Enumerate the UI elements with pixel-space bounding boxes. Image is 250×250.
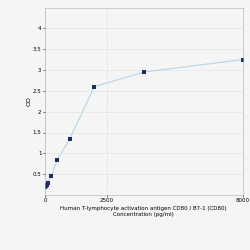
Point (49, 174, 53, 178)
Y-axis label: OD: OD (26, 96, 32, 106)
Point (92, 85, 96, 89)
Point (55, 158, 59, 162)
Point (43, 185, 47, 189)
Point (240, 58, 244, 62)
Point (44, 182, 48, 186)
X-axis label: Human T-lymphocyte activation antigen CD80 / B7-1 (CD80)
Concentration (pg/ml): Human T-lymphocyte activation antigen CD… (60, 206, 227, 217)
Point (46, 180, 50, 184)
Point (142, 70, 146, 74)
Point (44, 184, 48, 188)
Point (68, 137, 72, 141)
